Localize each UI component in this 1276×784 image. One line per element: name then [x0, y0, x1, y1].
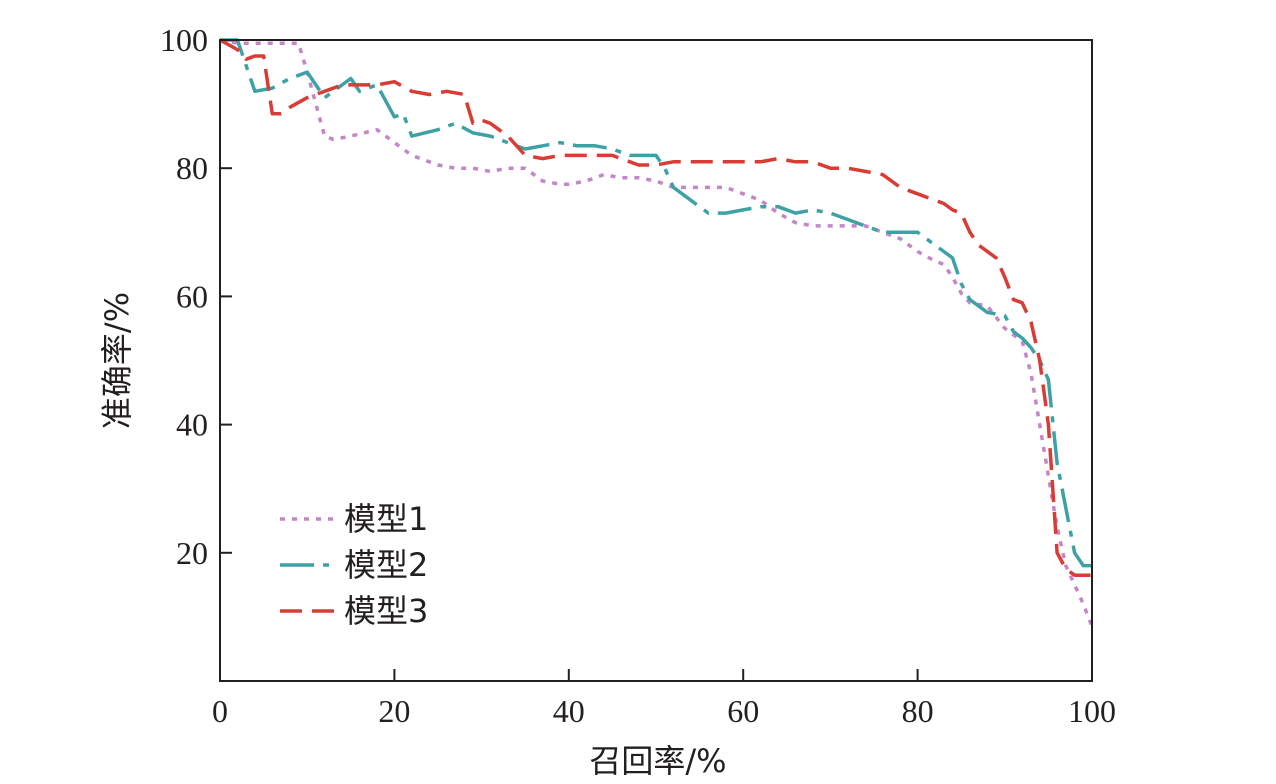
x-tick-label: 20 [378, 693, 410, 729]
y-tick-label: 20 [176, 535, 208, 571]
series-layer [219, 38, 1094, 628]
y-tick-label: 60 [176, 278, 208, 314]
plot-frame [219, 39, 1093, 682]
legend-label-2: 模型2 [344, 546, 428, 584]
x-tick-label: 80 [902, 693, 934, 729]
legend: 模型1 模型2 模型3 [280, 500, 428, 630]
y-axis-title: 准确率/% [98, 292, 136, 429]
x-tick-label: 100 [1068, 693, 1116, 729]
x-tick-label: 40 [553, 693, 585, 729]
series-line-2 [220, 38, 1092, 568]
y-tick-label: 40 [176, 407, 208, 443]
tick-layer: 0 20 40 60 80 100 20 40 60 80 100 [160, 22, 1116, 729]
series-line-3 [219, 38, 1092, 577]
legend-label-3: 模型3 [344, 592, 428, 630]
x-tick-label: 60 [727, 693, 759, 729]
x-axis-title: 召回率/% [589, 742, 726, 780]
legend-label-1: 模型1 [344, 500, 428, 538]
series-line-1 [219, 38, 1094, 628]
y-tick-label: 80 [176, 150, 208, 186]
x-tick-label: 0 [212, 693, 228, 729]
y-tick-label: 100 [160, 22, 208, 58]
